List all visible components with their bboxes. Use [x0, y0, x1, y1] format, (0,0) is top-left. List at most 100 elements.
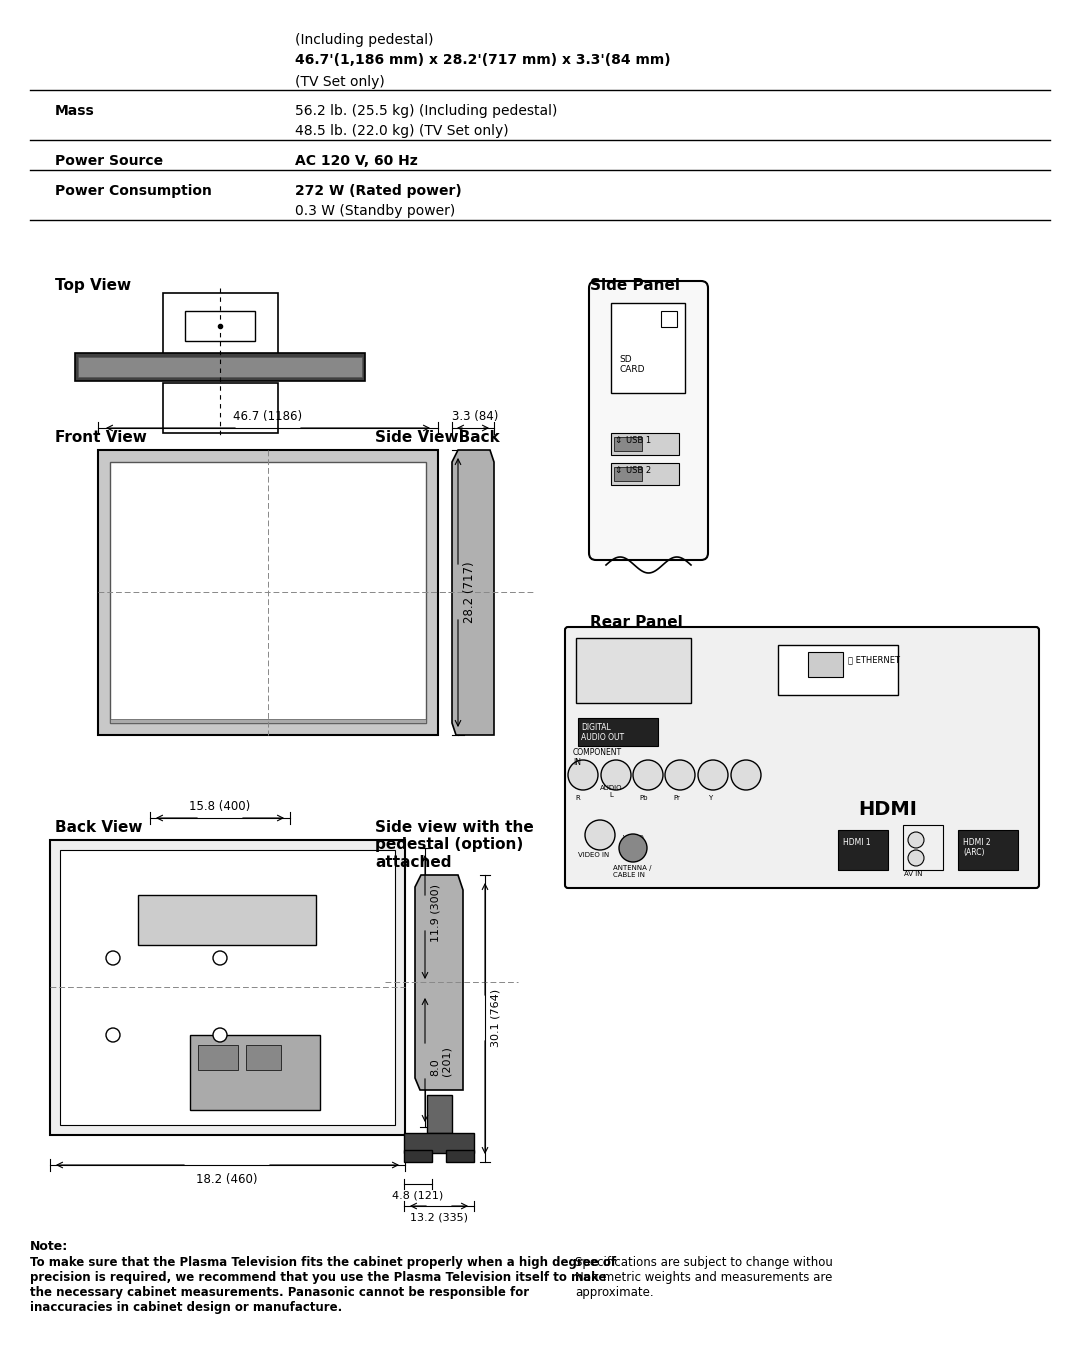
Text: 56.2 lb. (25.5 kg) (Including pedestal): 56.2 lb. (25.5 kg) (Including pedestal) [295, 104, 557, 118]
Text: USB 2: USB 2 [626, 465, 651, 475]
Text: Front View: Front View [55, 430, 147, 445]
Circle shape [619, 833, 647, 862]
Text: 13.2 (335): 13.2 (335) [410, 1212, 468, 1222]
Bar [903, 825, 943, 870]
Circle shape [908, 832, 924, 848]
Text: 272 W (Rated power): 272 W (Rated power) [295, 184, 462, 198]
Text: 15.8 (400): 15.8 (400) [189, 800, 251, 813]
Text: 28.2 (717): 28.2 (717) [463, 561, 476, 622]
Bar [75, 353, 365, 382]
Text: 11.9 (300): 11.9 (300) [430, 884, 440, 942]
Text: Side view with the
pedestal (option)
attached: Side view with the pedestal (option) att… [375, 820, 534, 870]
Text: Specifications are subject to change withou
Non-metric weights and measurements : Specifications are subject to change wit… [575, 1256, 833, 1299]
Bar [198, 1045, 238, 1070]
Bar [98, 451, 438, 735]
Text: 3.3 (84): 3.3 (84) [451, 410, 498, 423]
Bar [427, 1095, 453, 1132]
Circle shape [665, 760, 696, 790]
Bar [611, 463, 679, 484]
Text: 4.8 (121): 4.8 (121) [392, 1191, 444, 1200]
Bar [60, 850, 395, 1124]
Bar [615, 437, 642, 451]
Text: ⇕: ⇕ [615, 436, 621, 445]
Text: VIDEO IN: VIDEO IN [578, 852, 609, 858]
Text: AUDIO
L: AUDIO L [599, 785, 622, 798]
Bar [404, 1150, 432, 1162]
Bar [190, 1035, 320, 1109]
Text: COMPONENT
IN: COMPONENT IN [573, 748, 622, 767]
Text: HDMI 2
(ARC): HDMI 2 (ARC) [963, 838, 990, 858]
Bar [446, 1150, 474, 1162]
Text: HDMI 1: HDMI 1 [843, 838, 870, 847]
Text: (Including pedestal): (Including pedestal) [295, 32, 433, 47]
Text: Note:: Note: [30, 1239, 68, 1253]
Text: 30.1 (764): 30.1 (764) [490, 989, 500, 1047]
Circle shape [600, 760, 631, 790]
Text: Pr: Pr [674, 796, 680, 801]
Bar [163, 294, 278, 359]
Text: Pb: Pb [639, 796, 648, 801]
Text: Back View: Back View [55, 820, 143, 835]
Text: AV IN: AV IN [904, 871, 922, 877]
Bar [576, 639, 691, 704]
Text: Power Consumption: Power Consumption [55, 184, 212, 198]
Polygon shape [415, 875, 463, 1091]
Text: Y: Y [707, 796, 712, 801]
Circle shape [585, 820, 615, 850]
Circle shape [106, 951, 120, 965]
Text: (TV Set only): (TV Set only) [295, 74, 384, 89]
Circle shape [106, 1028, 120, 1042]
Text: 48.5 lb. (22.0 kg) (TV Set only): 48.5 lb. (22.0 kg) (TV Set only) [295, 124, 509, 138]
Circle shape [568, 760, 598, 790]
Text: ⇕: ⇕ [615, 465, 621, 475]
Text: Side Panel: Side Panel [590, 277, 680, 294]
Text: To make sure that the Plasma Television fits the cabinet properly when a high de: To make sure that the Plasma Television … [30, 1256, 616, 1314]
Bar [611, 433, 679, 455]
Text: 8.0
(201): 8.0 (201) [430, 1046, 451, 1076]
Bar [615, 467, 642, 482]
Text: Mass: Mass [55, 104, 95, 118]
Text: Power Source: Power Source [55, 154, 163, 168]
Circle shape [213, 1028, 227, 1042]
Text: ⧉ ETHERNET: ⧉ ETHERNET [848, 655, 900, 664]
Text: Side ViewBack: Side ViewBack [375, 430, 500, 445]
Bar [838, 829, 888, 870]
Bar [808, 652, 843, 676]
Bar [578, 718, 658, 746]
Text: Top View: Top View [55, 277, 131, 294]
Text: 18.2 (460): 18.2 (460) [197, 1173, 258, 1187]
Bar [246, 1045, 281, 1070]
Bar [185, 311, 255, 341]
Text: Rear Panel: Rear Panel [590, 616, 683, 630]
Text: 0.3 W (Standby power): 0.3 W (Standby power) [295, 204, 456, 218]
Circle shape [731, 760, 761, 790]
Text: R: R [576, 796, 580, 801]
Bar [50, 840, 405, 1135]
FancyBboxPatch shape [565, 626, 1039, 888]
Bar [778, 645, 897, 695]
Text: AC 120 V, 60 Hz: AC 120 V, 60 Hz [295, 154, 418, 168]
Bar [78, 357, 362, 377]
Circle shape [213, 951, 227, 965]
FancyBboxPatch shape [589, 281, 708, 560]
Bar [138, 894, 316, 944]
Text: SD
CARD: SD CARD [619, 354, 645, 375]
Text: ANTENNA /
CABLE IN: ANTENNA / CABLE IN [613, 865, 651, 878]
Text: 46.7 (1186): 46.7 (1186) [233, 410, 302, 423]
Bar [661, 311, 677, 327]
Bar [958, 829, 1018, 870]
Bar [110, 718, 426, 723]
Circle shape [908, 850, 924, 866]
Text: USB 1: USB 1 [626, 436, 651, 445]
Circle shape [633, 760, 663, 790]
Text: DIGITAL
AUDIO OUT: DIGITAL AUDIO OUT [581, 723, 624, 743]
Bar [110, 461, 426, 723]
Text: 46.7'(1,186 mm) x 28.2'(717 mm) x 3.3'(84 mm): 46.7'(1,186 mm) x 28.2'(717 mm) x 3.3'(8… [295, 53, 671, 68]
Text: HDMI: HDMI [858, 800, 917, 819]
Text: VIDEO: VIDEO [623, 835, 645, 842]
Bar [404, 1132, 474, 1153]
Polygon shape [453, 451, 494, 735]
Circle shape [698, 760, 728, 790]
Bar [163, 383, 278, 433]
Bar [611, 303, 685, 392]
